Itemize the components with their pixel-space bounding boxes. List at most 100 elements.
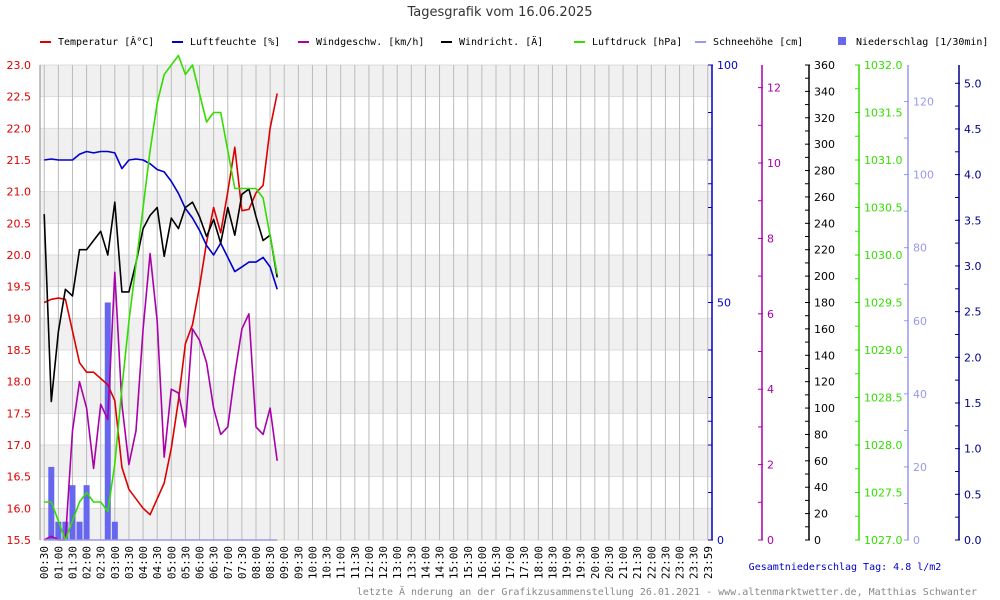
- plot-band: [40, 508, 712, 540]
- x-tick-label: 12:30: [377, 546, 390, 579]
- legend-item: Luftdruck [hPa]: [574, 37, 682, 48]
- plot-band: [40, 128, 712, 160]
- x-tick-label: 16:30: [490, 546, 503, 579]
- axis-tick-label: 140: [814, 349, 835, 362]
- legend-label: Windgeschw. [km/h]: [316, 37, 424, 48]
- x-tick-label: 04:30: [151, 546, 164, 579]
- axis-tick-label: 0.0: [964, 534, 982, 547]
- legend-item: Windgeschw. [km/h]: [298, 37, 424, 48]
- legend-label: Windricht. [Ä]: [459, 35, 543, 48]
- chart-title: Tagesgrafik vom 16.06.2025: [406, 5, 592, 20]
- x-tick-label: 04:00: [137, 546, 150, 579]
- x-tick-label: 16:00: [476, 546, 489, 579]
- axis-tick-label: 40: [814, 481, 828, 494]
- series-line-humidity: [44, 150, 278, 290]
- axis-tick-label: 1028.0: [864, 439, 903, 452]
- temp-tick-label: 21.5: [7, 154, 32, 167]
- axis-tick-label: 240: [814, 217, 835, 230]
- axis-tick-label: 1027.0: [864, 534, 903, 547]
- x-tick-label: 06:30: [208, 546, 221, 579]
- axis-wind_dir: 0 20 40 60 80 100 120 140 160 180 200 220 240 260 280 3…: [805, 59, 835, 547]
- x-tick-label: 18:00: [532, 546, 545, 579]
- axis-tick-label: 160: [814, 323, 835, 336]
- axis-snow: 0 20 40 60 80 100 120: [904, 65, 934, 547]
- axis-tick-label: 340: [814, 85, 835, 98]
- grid-lines: [40, 64, 712, 541]
- legend-label: Temperatur [Â°C]: [58, 35, 154, 48]
- x-tick-label: 07:30: [236, 546, 249, 579]
- temp-tick-label: 21.0: [7, 186, 32, 199]
- x-tick-label: 10:30: [321, 546, 334, 579]
- precip-bar: [111, 521, 118, 540]
- x-tick-label: 01:00: [52, 546, 65, 579]
- total-precip-label: Gesamtniederschlag Tag: 4.8 l/m2: [749, 562, 942, 573]
- axis-tick-label: 2.0: [964, 351, 982, 364]
- axis-tick-label: 1031.0: [864, 154, 903, 167]
- legend-item: Windricht. [Ä]: [441, 35, 543, 48]
- temp-tick-label: 17.0: [7, 439, 32, 452]
- axis-tick-label: 4.5: [964, 123, 982, 136]
- axis-pressure: 1027.0 1027.5 1028.0 1028.5 1029.0 1029.5 1030…: [855, 59, 903, 547]
- precip-bar: [69, 485, 76, 540]
- precip-bar: [76, 521, 83, 540]
- axis-tick-label: 200: [814, 270, 835, 283]
- x-tick-label: 15:30: [462, 546, 475, 579]
- plot-band: [40, 65, 712, 97]
- axis-tick-label: 1.0: [964, 443, 982, 456]
- x-tick-label: 23:00: [674, 546, 687, 579]
- temp-tick-label: 16.0: [7, 502, 32, 515]
- axis-tick-label: 100: [913, 169, 934, 182]
- axis-tick-label: 300: [814, 138, 835, 151]
- temp-tick-label: 18.5: [7, 344, 32, 357]
- axis-tick-label: 1029.0: [864, 344, 903, 357]
- temp-tick-label: 19.0: [7, 312, 32, 325]
- series-line-wind_speed: [43, 252, 278, 541]
- axis-tick-label: 0: [913, 534, 920, 547]
- x-tick-label: 17:00: [504, 546, 517, 579]
- temp-tick-label: 23.0: [7, 59, 32, 72]
- axis-tick-label: 2.5: [964, 306, 982, 319]
- legend-item: Niederschlag [1/30min]: [838, 37, 988, 48]
- axis-tick-label: 260: [814, 191, 835, 204]
- temp-tick-label: 16.5: [7, 471, 32, 484]
- axis-tick-label: 2: [767, 459, 774, 472]
- axis-tick-label: 120: [814, 376, 835, 389]
- x-tick-label: 18:30: [546, 546, 559, 579]
- legend: Temperatur [Â°C] Luftfeuchte [%] Windgesch…: [40, 35, 988, 48]
- axis-tick-label: 1.5: [964, 397, 982, 410]
- x-tick-label: 13:30: [405, 546, 418, 579]
- temp-tick-label: 18.0: [7, 376, 32, 389]
- legend-item: Temperatur [Â°C]: [40, 35, 154, 48]
- x-tick-label: 15:00: [448, 546, 461, 579]
- precip-bar: [83, 485, 90, 540]
- x-tick-label: 10:00: [306, 546, 319, 579]
- axis-tick-label: 40: [913, 388, 927, 401]
- axis-tick-label: 0: [767, 534, 774, 547]
- axis-tick-label: 12: [767, 82, 781, 95]
- axes: 15.516.016.517.017.518.018.519.019.520.0…: [7, 59, 982, 547]
- x-tick-label: 22:00: [645, 546, 658, 579]
- legend-label: Schneehöhe [cm]: [713, 37, 803, 48]
- axis-tick-label: 80: [913, 242, 927, 255]
- axis-tick-label: 100: [814, 402, 835, 415]
- axis-tick-label: 280: [814, 165, 835, 178]
- legend-item: Luftfeuchte [%]: [172, 37, 280, 48]
- x-tick-label: 19:00: [561, 546, 574, 579]
- axis-tick-label: 320: [814, 112, 835, 125]
- axis-tick-label: 100: [717, 59, 738, 72]
- legend-label: Luftfeuchte [%]: [190, 37, 280, 48]
- plot-band: [40, 191, 712, 224]
- axis-tick-label: 50: [717, 297, 731, 310]
- footer-text: letzte Ã nderung an der Grafikzusammenst…: [357, 585, 977, 598]
- x-tick-label: 09:30: [292, 546, 305, 579]
- axis-tick-label: 1030.5: [864, 202, 903, 215]
- x-tick-label: 19:30: [575, 546, 588, 579]
- temp-tick-label: 19.5: [7, 281, 32, 294]
- axis-tick-label: 10: [767, 157, 781, 170]
- x-tick-label: 03:00: [109, 546, 122, 579]
- series-line-temp: [43, 93, 278, 516]
- legend-label: Luftdruck [hPa]: [592, 37, 682, 48]
- plot-band: [40, 445, 712, 477]
- x-tick-label: 02:30: [95, 546, 108, 579]
